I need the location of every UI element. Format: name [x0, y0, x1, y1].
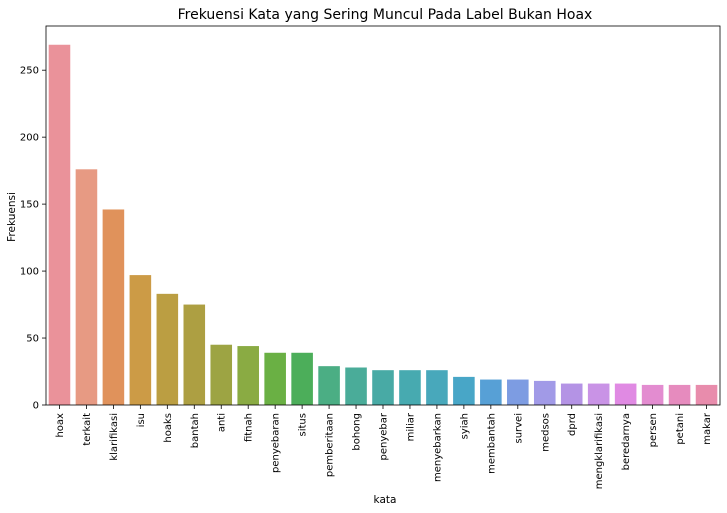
bar-anti: [210, 344, 233, 405]
y-tick-label: 250: [20, 66, 39, 77]
bar-petani: [668, 384, 691, 405]
bar-situs: [291, 352, 313, 405]
x-tick-label: hoaks: [163, 413, 174, 443]
x-tick-label: survei: [513, 413, 524, 444]
x-tick-label: hoax: [55, 413, 66, 438]
x-tick-label: menyebarkan: [432, 413, 443, 482]
bar-medsos: [533, 380, 556, 405]
x-tick-label: fitnah: [244, 413, 255, 442]
y-tick-label: 100: [20, 267, 39, 278]
chart-title: Frekuensi Kata yang Sering Muncul Pada L…: [178, 7, 593, 23]
x-axis-ticks: hoax terkait klarifikasi isu hoaks bantah anti…: [55, 405, 713, 489]
plot-frame: [45, 25, 721, 406]
bar-mengklarifikasi: [587, 383, 610, 405]
x-tick-label: mengklarifikasi: [594, 413, 605, 489]
bar-penyebar: [372, 370, 394, 405]
bar-persen: [641, 384, 664, 405]
x-tick-label: penyebaran: [271, 413, 282, 473]
bar-terkait: [75, 169, 98, 405]
bar-syiah: [453, 376, 475, 405]
bar-bantah: [183, 304, 206, 405]
x-tick-label: anti: [217, 413, 228, 432]
x-tick-label: syiah: [459, 413, 470, 439]
bar-pemberitaan: [318, 366, 340, 405]
bar-menyebarkan: [426, 370, 448, 405]
x-tick-label: petani: [675, 413, 686, 445]
axes-frame: [45, 25, 721, 406]
x-tick-label: terkait: [82, 413, 93, 446]
y-axis-ticks: 0 50 100 150 200 250: [20, 66, 46, 412]
y-tick-label: 150: [20, 200, 39, 211]
bar-hoaks: [156, 293, 179, 405]
x-tick-label: bohong: [352, 413, 363, 451]
x-tick-label: pemberitaan: [325, 413, 336, 477]
x-tick-label: situs: [298, 413, 309, 436]
y-axis-title: Frekuensi: [6, 192, 18, 242]
bar-klarifikasi: [102, 209, 125, 405]
x-tick-label: penyebar: [379, 412, 390, 460]
x-tick-label: bantah: [190, 413, 201, 448]
x-axis-title: kata: [374, 494, 397, 506]
x-tick-label: dprd: [567, 413, 578, 436]
x-tick-label: persen: [648, 413, 659, 447]
bar-beredarnya: [614, 383, 637, 405]
bar-penyebaran: [264, 352, 286, 405]
bar-makar: [695, 384, 718, 405]
bar-isu: [129, 275, 152, 405]
bar-dprd: [560, 383, 583, 405]
y-tick-label: 200: [20, 133, 39, 144]
x-tick-label: miliar: [405, 412, 416, 441]
y-tick-label: 50: [26, 334, 39, 345]
bar-hoax: [48, 44, 71, 405]
bar-fitnah: [237, 346, 259, 405]
bars-layer: [48, 44, 718, 405]
x-tick-label: medsos: [540, 413, 551, 452]
y-tick-label: 0: [33, 401, 39, 412]
x-tick-label: membantah: [486, 413, 497, 474]
bar-miliar: [399, 370, 421, 405]
x-tick-label: beredarnya: [621, 413, 632, 470]
bar-survei: [507, 379, 529, 405]
x-tick-label: makar: [702, 412, 713, 445]
x-tick-label: klarifikasi: [109, 413, 120, 461]
x-tick-label: isu: [136, 413, 147, 427]
bar-membantah: [480, 379, 502, 405]
bar-bohong: [345, 367, 367, 405]
